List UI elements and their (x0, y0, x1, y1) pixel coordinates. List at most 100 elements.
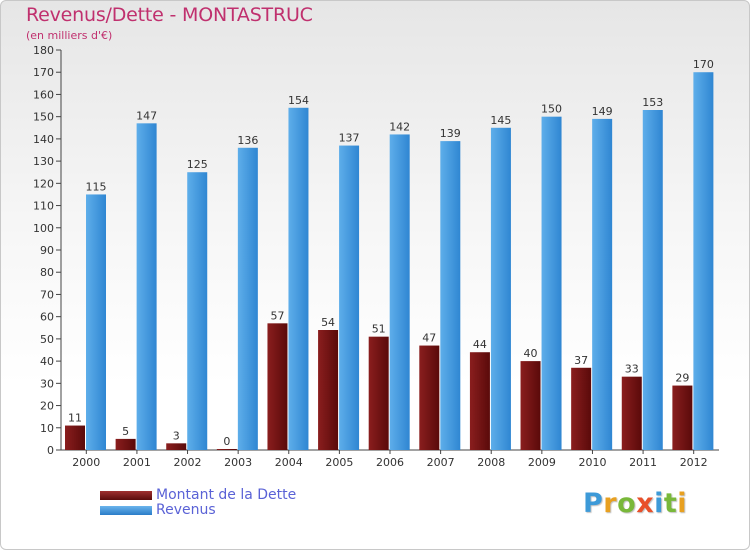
data-label-revenus: 137 (339, 132, 360, 145)
y-tick-label: 100 (33, 222, 54, 235)
bar-revenus (693, 72, 714, 450)
x-tick-label: 2004 (275, 456, 303, 469)
y-tick-label: 30 (40, 377, 54, 390)
x-tick-label: 2008 (477, 456, 505, 469)
logo-letter: x (636, 488, 655, 519)
bar-dette (115, 438, 136, 450)
y-tick-label: 150 (33, 111, 54, 124)
bar-dette (419, 345, 440, 450)
legend-swatch-dette (100, 490, 152, 500)
bar-dette (571, 367, 592, 450)
logo-letter: o (617, 488, 637, 519)
y-tick-label: 160 (33, 88, 54, 101)
data-label-dette: 37 (574, 354, 588, 367)
data-label-revenus: 115 (86, 180, 107, 193)
bar-revenus (592, 118, 613, 450)
data-label-dette: 51 (372, 323, 386, 336)
data-label-revenus: 136 (237, 134, 258, 147)
y-tick-label: 40 (40, 355, 54, 368)
x-tick-label: 2010 (578, 456, 606, 469)
bar-revenus (86, 194, 106, 450)
x-tick-label: 2009 (528, 456, 556, 469)
logo-letter: i (677, 488, 688, 519)
bar-revenus (490, 127, 511, 451)
data-label-revenus: 145 (490, 114, 511, 127)
logo-letter: i (654, 488, 664, 519)
data-label-dette: 40 (524, 347, 538, 360)
data-label-dette: 44 (473, 338, 487, 351)
x-tick-label: 2011 (629, 456, 657, 469)
x-tick-label: 2002 (174, 456, 202, 469)
data-label-revenus: 170 (693, 58, 714, 71)
bar-dette (469, 352, 490, 450)
bar-revenus (237, 147, 258, 450)
bar-revenus (642, 110, 663, 450)
bar-revenus (288, 107, 309, 451)
y-tick-label: 70 (40, 288, 54, 301)
bar-revenus (440, 141, 461, 450)
bar-dette (267, 323, 288, 450)
data-label-dette: 33 (625, 363, 639, 376)
legend-label-revenus: Revenus (156, 502, 216, 518)
logo-letter: r (603, 488, 618, 519)
y-tick-label: 180 (33, 44, 54, 57)
data-label-revenus: 125 (187, 158, 208, 171)
bar-revenus (339, 145, 360, 451)
bar-dette (65, 425, 85, 450)
x-tick-label: 2000 (72, 456, 100, 469)
y-tick-label: 110 (33, 200, 54, 213)
x-tick-label: 2012 (680, 456, 708, 469)
y-tick-label: 10 (40, 422, 54, 435)
data-label-dette: 3 (173, 429, 180, 442)
bar-revenus (187, 172, 208, 450)
data-label-dette: 11 (68, 412, 82, 425)
y-tick-label: 170 (33, 66, 54, 79)
legend-item-revenus: Revenus (100, 502, 216, 518)
chart-subtitle: (en milliers d'€) (26, 29, 113, 42)
data-label-dette: 57 (270, 309, 284, 322)
bar-dette (520, 361, 541, 450)
proxiti-logo: Proxiti (583, 488, 687, 519)
data-label-revenus: 150 (541, 103, 562, 116)
bar-dette (166, 443, 187, 450)
data-label-revenus: 154 (288, 94, 309, 107)
data-label-revenus: 149 (592, 105, 613, 118)
bar-dette (621, 376, 642, 450)
y-tick-label: 60 (40, 311, 54, 324)
data-label-dette: 5 (122, 425, 129, 438)
data-label-dette: 0 (223, 435, 230, 448)
legend-label-dette: Montant de la Dette (156, 487, 297, 503)
y-tick-label: 0 (47, 444, 54, 457)
y-tick-label: 120 (33, 177, 54, 190)
logo-letter: t (663, 488, 678, 519)
data-label-revenus: 142 (389, 120, 410, 133)
bar-dette (368, 336, 389, 450)
data-label-revenus: 147 (136, 109, 157, 122)
bar-dette (216, 449, 237, 450)
x-tick-label: 2005 (325, 456, 353, 469)
legend-item-dette: Montant de la Dette (100, 487, 296, 503)
bar-revenus (541, 116, 562, 451)
data-label-dette: 29 (675, 372, 689, 385)
data-label-dette: 47 (422, 332, 436, 345)
bar-dette (318, 330, 339, 450)
chart-title: Revenus/Dette - MONTASTRUC (26, 4, 313, 26)
data-label-revenus: 139 (440, 127, 461, 140)
y-tick-label: 50 (40, 333, 54, 346)
bar-dette (672, 385, 693, 450)
y-tick-label: 130 (33, 155, 54, 168)
bar-revenus (136, 123, 157, 450)
y-tick-label: 90 (40, 244, 54, 257)
legend-swatch-revenus (100, 505, 152, 515)
y-tick-label: 20 (40, 400, 54, 413)
data-label-dette: 54 (321, 316, 335, 329)
x-tick-label: 2001 (123, 456, 151, 469)
data-label-revenus: 153 (642, 96, 663, 109)
x-tick-label: 2003 (224, 456, 252, 469)
logo-letter: P (583, 488, 604, 519)
x-tick-label: 2007 (427, 456, 455, 469)
y-tick-label: 140 (33, 133, 54, 146)
bar-revenus (389, 134, 410, 450)
